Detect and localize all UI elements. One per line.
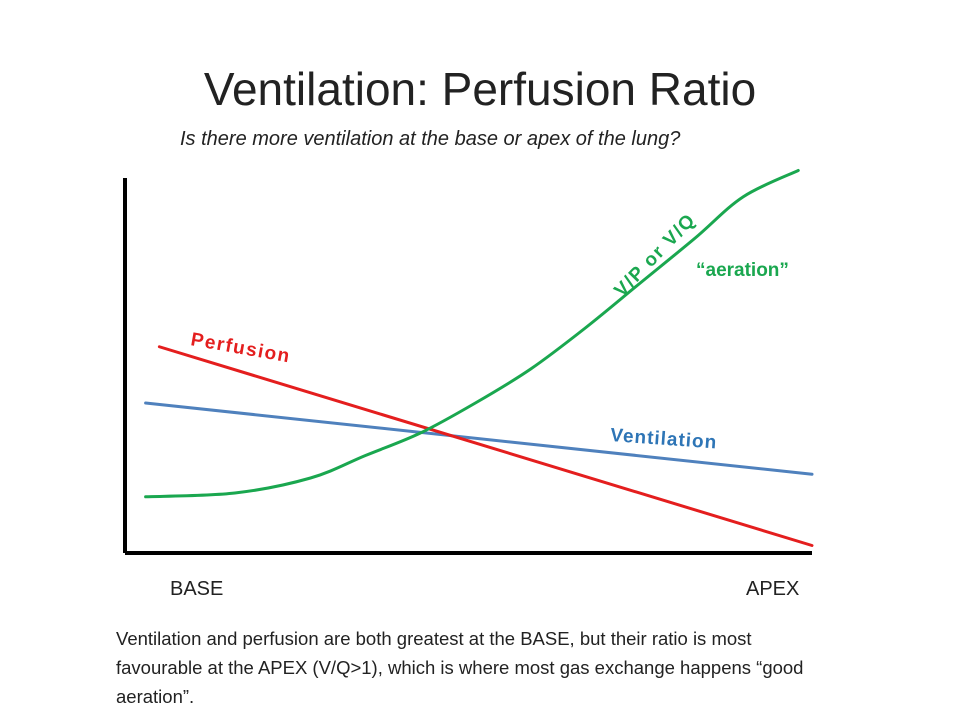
series-label-vq: V/P or V/Q xyxy=(610,210,700,302)
caption-text: Ventilation and perfusion are both great… xyxy=(116,628,804,707)
series-line-ventilation xyxy=(144,401,814,476)
series-line-vq xyxy=(144,169,800,499)
x-tick-label-base: BASE xyxy=(170,578,224,600)
page-subtitle: Is there more ventilation at the base or… xyxy=(180,128,681,150)
series-label-ventilation: Ventilation xyxy=(610,425,718,453)
series-line-perfusion xyxy=(157,345,814,547)
annotation-aeration: “aeration” xyxy=(696,260,789,281)
page-title: Ventilation: Perfusion Ratio xyxy=(203,63,757,115)
x-tick-label-apex: APEX xyxy=(746,578,800,600)
